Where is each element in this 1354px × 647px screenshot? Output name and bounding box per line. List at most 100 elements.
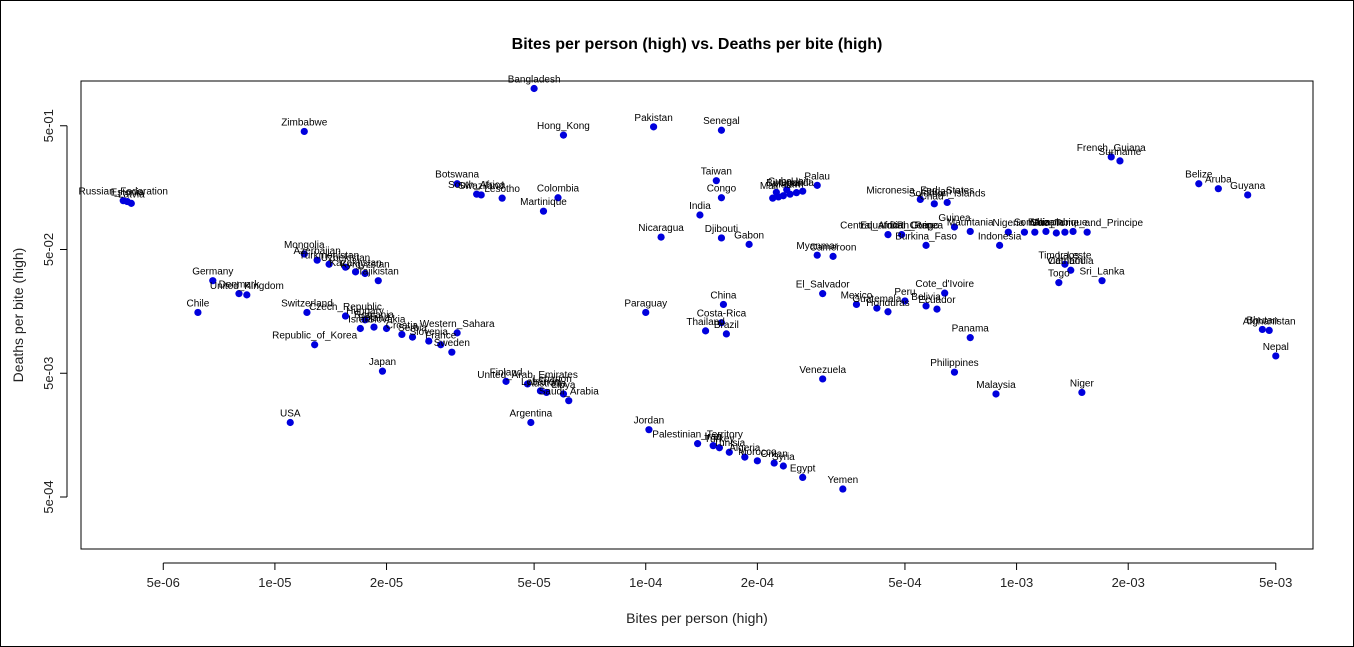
point-france — [437, 341, 445, 349]
x-axis-label: Bites per person (high) — [626, 610, 768, 626]
point-afghanistan — [1265, 326, 1273, 334]
point-label-overlap: Mali — [760, 181, 778, 192]
point-label: United_Arab_Emirates — [477, 370, 578, 381]
point-label-overlap: Cuba — [768, 176, 792, 187]
point-label: Niger — [1070, 378, 1095, 389]
point-label: Jordan — [634, 416, 665, 427]
point-label: Suriname — [1099, 147, 1142, 158]
point-label: Sri_Lanka — [1080, 267, 1125, 278]
point-label: Yemen — [827, 475, 858, 486]
point-solomon-islands — [943, 198, 951, 207]
point-label: Martinique — [520, 197, 567, 208]
point-label: Turkmenistan — [299, 250, 359, 261]
point-label: Cote_d'Ivoire — [915, 279, 974, 290]
point-kyrgyzstan — [361, 269, 369, 278]
point-martinique — [539, 207, 548, 215]
point-label: Senegal — [703, 116, 740, 127]
point-label: Swaziland — [458, 181, 504, 192]
point-label: Belize — [1185, 170, 1213, 181]
point-sao-tome-and-principe — [1083, 228, 1091, 236]
point-label-overlap: Chad — [920, 192, 944, 203]
point-label: Germany — [192, 267, 233, 278]
point-label: Peru — [894, 287, 915, 298]
y-tick-label: 5e-04 — [41, 480, 56, 513]
point-hong-kong — [559, 131, 568, 139]
point-cambodia — [1067, 266, 1075, 274]
point-pakistan — [649, 123, 658, 131]
point-label: Afghanistan — [1243, 316, 1296, 327]
point-label-overlap: Ethiopia — [1028, 217, 1065, 228]
point-hungary — [361, 316, 369, 324]
point-label: Central_African_Rep. — [840, 221, 936, 232]
point-latvia — [127, 199, 135, 207]
point-western-sahara — [453, 329, 461, 337]
point-label: Poland — [358, 313, 389, 324]
point-label: Taiwan — [701, 167, 732, 178]
point-label-overlap: Romania — [354, 310, 394, 321]
point-label: Russian_Federation — [79, 187, 169, 198]
point-algeria — [741, 453, 749, 461]
point-label: Brazil — [714, 320, 739, 331]
x-tick-label: 5e-03 — [1259, 575, 1292, 590]
point-label: Cambodia — [1048, 256, 1094, 267]
point-label: France — [425, 331, 457, 342]
point-unlabeled — [1061, 228, 1069, 236]
point-label: Latvia — [118, 189, 145, 200]
point-unlabeled — [1031, 228, 1039, 236]
point-label-overlap: Vietnam — [1047, 256, 1084, 267]
point-saudi-arabia — [565, 397, 573, 405]
y-axis: 5e-04 5e-03 5e-02 5e-01 — [41, 109, 68, 514]
point-thailand — [701, 327, 710, 335]
point-egypt — [799, 473, 807, 482]
point-label: French_Guiana — [1077, 143, 1146, 154]
point-poland — [370, 323, 378, 331]
point-niger — [1078, 388, 1086, 397]
point-guatemala — [873, 304, 881, 312]
point-kazakhstan — [351, 268, 360, 276]
point-botswana — [453, 180, 461, 188]
point-palestinian-territory — [694, 440, 702, 448]
point-label: Paraguay — [624, 298, 667, 309]
point-oman — [770, 459, 778, 467]
point-el-salvador — [819, 290, 827, 298]
point-label: Turkey — [704, 434, 734, 445]
point-nicaragua — [657, 233, 665, 241]
point-label: Algeria — [729, 443, 761, 454]
point-costa-rica — [717, 319, 726, 327]
point-label: Egypt — [790, 463, 816, 474]
point-label: Kyrgyzstan — [340, 259, 389, 270]
point-label: Djibouti — [705, 224, 738, 235]
point-japan — [378, 367, 387, 375]
point-syria — [779, 462, 787, 470]
x-tick-label: 5e-06 — [147, 575, 180, 590]
point-finland — [502, 377, 510, 385]
point-label: Mexico — [841, 290, 873, 301]
point-label-overlap: Uganda — [779, 178, 814, 189]
point-label: Western_Sahara — [420, 319, 495, 330]
point-tunisia — [725, 448, 733, 456]
point-senegal — [717, 126, 726, 134]
point-label: Uzbekistan — [321, 253, 370, 264]
point-lebanon — [536, 387, 545, 395]
point-label: Micronesia_Fed._States — [866, 185, 974, 196]
point-unlabeled — [930, 200, 938, 208]
point-label: South_Africa — [448, 180, 506, 191]
point-bolivia — [922, 302, 930, 310]
point-cameroon — [829, 252, 837, 260]
point-unlabeled — [1052, 229, 1060, 237]
point-unlabeled — [1020, 228, 1029, 236]
point-label: Czech_Republic — [309, 302, 382, 313]
point-venezuela — [819, 375, 827, 383]
point-label: Hungary — [346, 306, 384, 317]
x-tick-label: 2e-03 — [1112, 575, 1145, 590]
point-burkina-faso — [922, 241, 930, 249]
x-axis: 5e-06 1e-05 2e-05 5e-05 1e-04 2e-04 5e-04 1e-03… — [147, 562, 1292, 590]
point-slovenia — [425, 337, 433, 345]
point-label: Myanmar — [796, 241, 838, 252]
point-label: Israel — [348, 314, 372, 325]
point-mongolia — [300, 250, 308, 258]
y-tick-label: 5e-02 — [41, 233, 56, 266]
point-jordan — [645, 426, 653, 434]
point-central-african-rep- — [884, 230, 892, 239]
